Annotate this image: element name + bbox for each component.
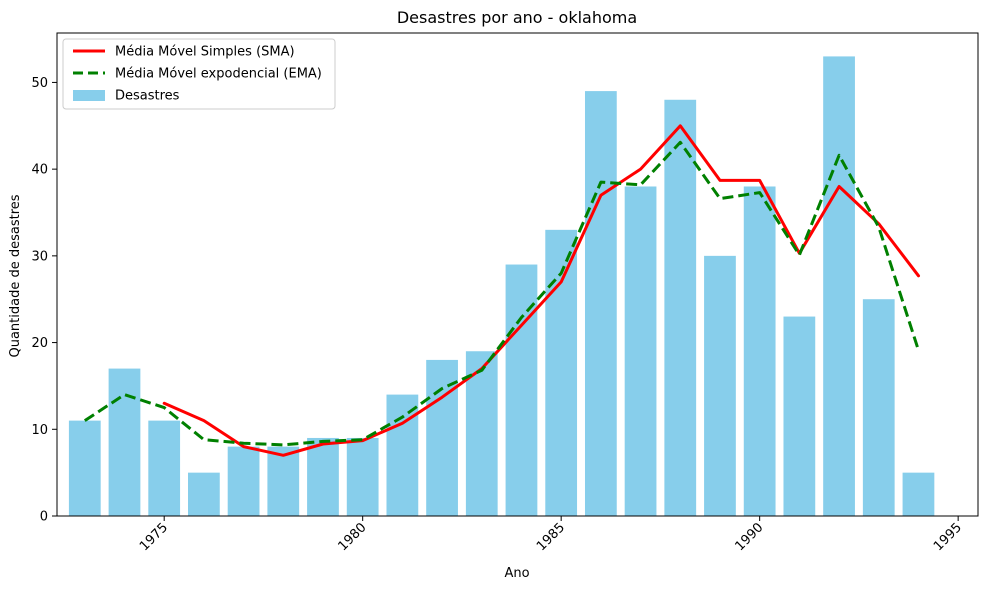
ema-line [83, 140, 920, 447]
line-series-group [83, 124, 920, 457]
plot-frame [56, 32, 979, 517]
x-axis-title: Ano [504, 566, 529, 581]
bar-series [68, 56, 935, 516]
bar [386, 394, 419, 516]
bar [902, 472, 935, 516]
sma-line [162, 124, 920, 457]
y-tick-label: 40 [31, 163, 48, 178]
legend-label: Média Móvel Simples (SMA) [115, 45, 295, 60]
bar [227, 446, 260, 516]
bar [704, 255, 736, 516]
bar [862, 299, 895, 516]
bar [545, 229, 578, 516]
bar [783, 316, 816, 516]
bar [346, 437, 379, 516]
bar [68, 420, 101, 516]
bar [267, 446, 300, 516]
bar [823, 56, 855, 516]
bar [188, 472, 220, 516]
bar [465, 351, 498, 516]
y-tick-label: 0 [40, 510, 48, 525]
bar [743, 186, 776, 516]
bar [664, 99, 697, 516]
chart-title: Desastres por ano - oklahoma [397, 8, 637, 27]
bar [584, 91, 617, 516]
legend-label: Média Móvel expodencial (EMA) [115, 67, 322, 82]
legend-swatch [73, 90, 105, 101]
y-axis-title: Quantidade de desastres [8, 194, 23, 357]
legend-label: Desastres [115, 89, 180, 104]
legend-box [62, 38, 336, 110]
bar [307, 437, 339, 516]
bar [624, 186, 657, 516]
y-tick-label: 10 [31, 423, 48, 438]
bar [108, 368, 141, 516]
y-tick-label: 20 [31, 336, 48, 351]
bar [426, 359, 458, 516]
bar [148, 420, 181, 516]
y-tick-label: 50 [31, 76, 48, 91]
legend: Média Móvel Simples (SMA) Média Móvel exp… [62, 38, 336, 110]
y-tick-label: 30 [31, 249, 48, 264]
bar [505, 264, 538, 516]
